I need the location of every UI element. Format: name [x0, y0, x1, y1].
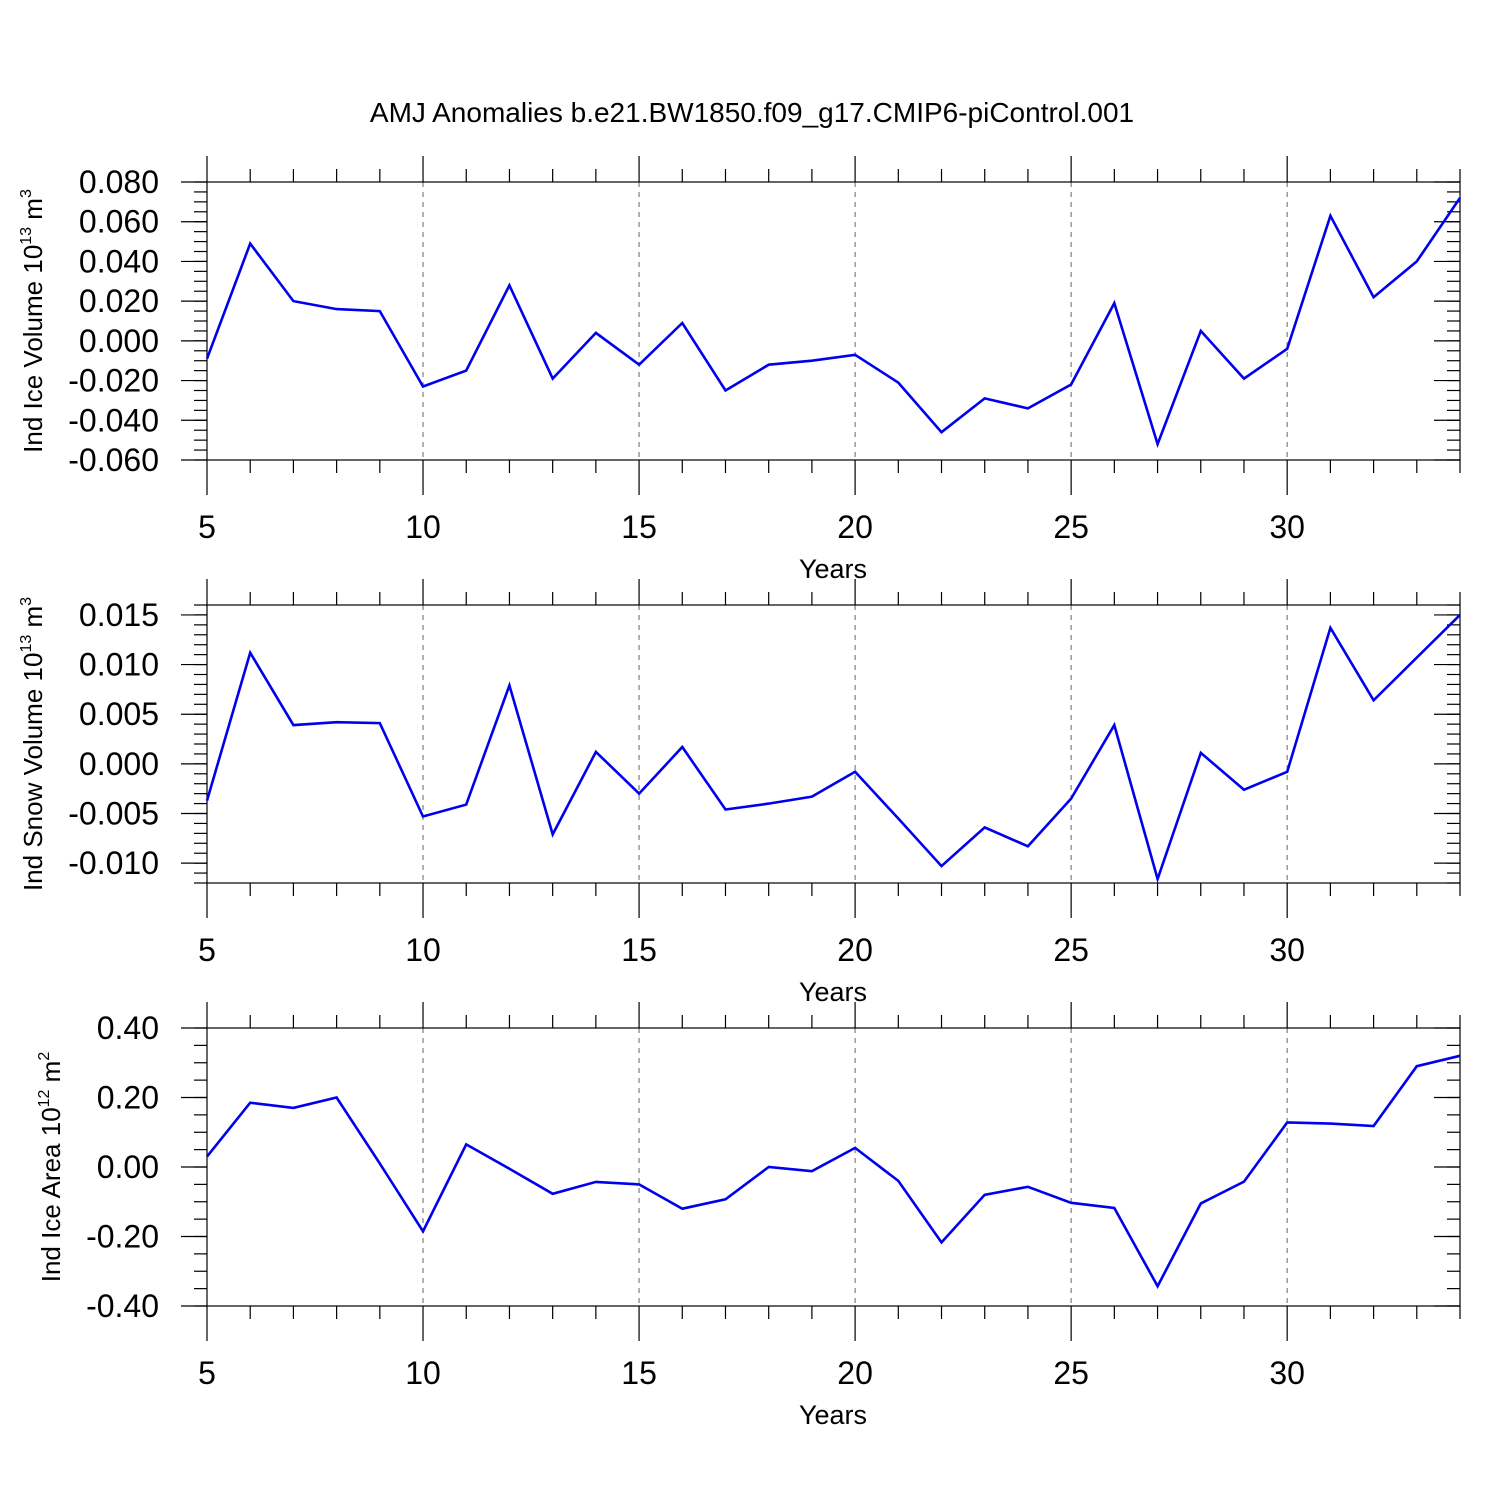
y-tick-label: 0.060	[79, 204, 159, 240]
panel-3: 5 10 15 20 25 30 Years -0.40 -0.20 0.00 0.20 0.40 In…	[36, 1002, 1461, 1430]
y-tick-label: -0.010	[68, 845, 159, 881]
y-tick-label: 0.015	[79, 597, 159, 633]
y-tick-label: -0.20	[86, 1219, 159, 1255]
series-line	[205, 1054, 1461, 1289]
x-tick-label: 10	[405, 932, 441, 968]
y-tick-label: 0.080	[79, 164, 159, 200]
x-tick-label: 25	[1053, 509, 1089, 545]
y-tick-label: -0.040	[68, 402, 159, 438]
y-tick-label: -0.020	[68, 363, 159, 399]
series-line	[205, 197, 1462, 449]
x-tick-label: 30	[1269, 1355, 1305, 1391]
x-tick-label: 5	[198, 509, 216, 545]
panels: 5 10 15 20 25 30 Years -0.060 -0.040-0.020 0.000 0…	[18, 156, 1462, 1430]
x-tick-label: 25	[1053, 1355, 1089, 1391]
panel-1: 5 10 15 20 25 30 Years -0.060 -0.040-0.020 0.000 0…	[18, 156, 1462, 584]
y-axis-title: Ind Ice Volume 1013 m3	[18, 189, 48, 453]
y-tick-label: -0.060	[68, 442, 159, 478]
figure-title: AMJ Anomalies b.e21.BW1850.f09_g17.CMIP6…	[370, 97, 1134, 128]
plot-frame	[206, 604, 1461, 884]
panel-2: 5 10 15 20 25 30 Years -0.010 -0.005 0.000 0.005 0.…	[18, 579, 1461, 1007]
y-tick-label: 0.000	[79, 746, 159, 782]
x-axis-title: Years	[799, 1400, 867, 1430]
y-tick-label: 0.000	[79, 323, 159, 359]
x-axis-title: Years	[799, 977, 867, 1007]
x-tick-label: 5	[198, 932, 216, 968]
x-tick-label: 20	[837, 1355, 873, 1391]
y-tick-label: 0.020	[79, 283, 159, 319]
y-tick-label: 0.040	[79, 243, 159, 279]
x-tick-label: 10	[405, 1355, 441, 1391]
x-tick-label: 20	[837, 509, 873, 545]
x-tick-label: 25	[1053, 932, 1089, 968]
y-axis-title: Ind Snow Volume 1013 m3	[18, 597, 48, 891]
plot-frame	[206, 181, 1461, 461]
x-tick-label: 5	[198, 1355, 216, 1391]
x-tick-label: 20	[837, 932, 873, 968]
y-tick-label: 0.20	[97, 1080, 159, 1116]
y-tick-label: 0.40	[97, 1010, 159, 1046]
y-tick-label: 0.00	[97, 1149, 159, 1185]
plot-frame	[206, 1027, 1461, 1307]
x-tick-label: 30	[1269, 932, 1305, 968]
x-tick-label: 15	[621, 509, 657, 545]
y-axis-title: Ind Ice Area 1012 m2	[36, 1052, 66, 1283]
x-tick-label: 15	[621, 1355, 657, 1391]
x-tick-label: 10	[405, 509, 441, 545]
x-axis-title: Years	[799, 554, 867, 584]
y-tick-label: 0.005	[79, 696, 159, 732]
x-tick-label: 15	[621, 932, 657, 968]
y-tick-label: -0.40	[86, 1288, 159, 1324]
x-tick-label: 30	[1269, 509, 1305, 545]
y-tick-label: -0.005	[68, 796, 159, 832]
series-line	[205, 613, 1461, 884]
y-tick-label: 0.010	[79, 647, 159, 683]
